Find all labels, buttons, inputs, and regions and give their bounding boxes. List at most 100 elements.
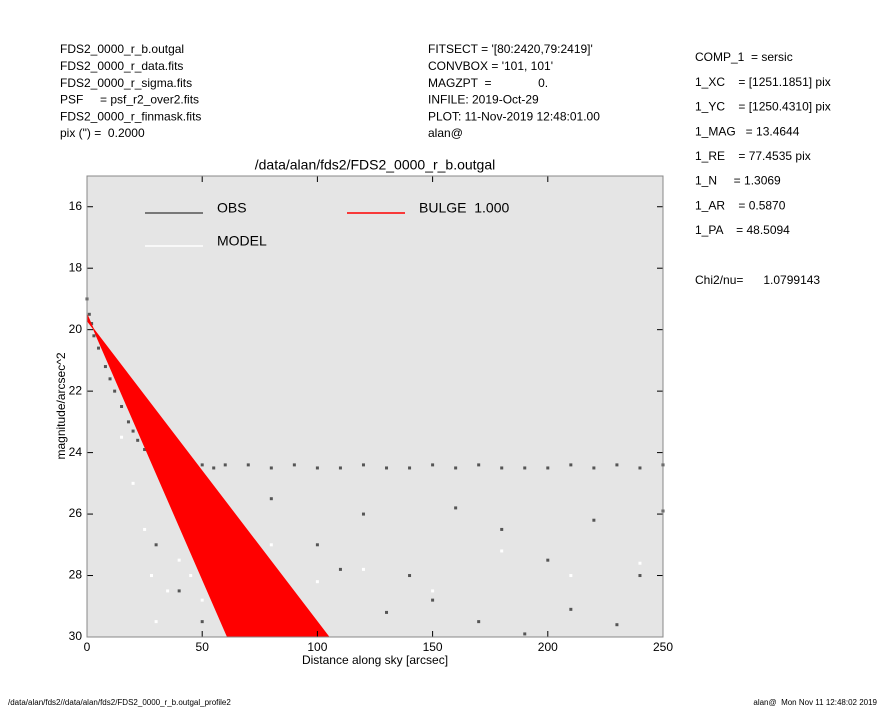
fit-parameter: 1_YC = [1250.4310] pix — [695, 100, 831, 114]
data-point — [569, 607, 573, 611]
data-point — [223, 463, 227, 467]
data-point — [500, 549, 504, 553]
x-tick-label: 250 — [653, 640, 673, 654]
y-tick-label: 18 — [69, 260, 83, 274]
data-point — [143, 527, 147, 531]
y-tick-label: 24 — [69, 445, 83, 459]
data-point — [361, 567, 365, 571]
data-point — [361, 512, 365, 516]
data-point — [592, 466, 596, 470]
data-point — [150, 574, 154, 578]
plot-area — [87, 176, 663, 637]
data-point — [454, 466, 458, 470]
data-point — [269, 543, 273, 547]
legend-label: BULGE 1.000 — [419, 200, 509, 216]
y-tick-label: 22 — [69, 383, 83, 397]
data-point — [315, 466, 319, 470]
data-point — [166, 589, 170, 593]
data-point — [87, 312, 91, 316]
data-point — [523, 632, 527, 636]
header-line: FDS2_0000_r_data.fits — [60, 59, 183, 73]
y-tick-label: 28 — [69, 568, 83, 582]
data-point — [615, 623, 619, 627]
data-point — [385, 610, 389, 614]
fit-parameter: 1_XC = [1251.1851] pix — [695, 75, 831, 89]
fit-parameter: 1_MAG = 13.4644 — [695, 124, 800, 138]
y-tick-label: 20 — [69, 322, 83, 336]
header-line: CONVBOX = '101, 101' — [428, 59, 553, 73]
y-axis-label: magnitude/arcsec^2 — [54, 352, 68, 459]
data-point — [154, 620, 158, 624]
data-point — [431, 598, 435, 602]
data-point — [454, 506, 458, 510]
header-line: pix (") = 0.2000 — [60, 126, 145, 140]
data-point — [200, 463, 204, 467]
y-tick-label: 16 — [69, 199, 83, 213]
y-tick-label: 26 — [69, 506, 83, 520]
data-point — [338, 466, 342, 470]
header-line: PLOT: 11-Nov-2019 12:48:01.00 — [428, 109, 600, 123]
data-point — [315, 580, 319, 584]
data-point — [113, 389, 117, 393]
fit-parameter: COMP_1 = sersic — [695, 50, 793, 64]
data-point — [546, 466, 550, 470]
data-point — [615, 463, 619, 467]
data-point — [143, 448, 147, 452]
data-point — [638, 574, 642, 578]
data-point — [120, 435, 124, 439]
data-point — [638, 561, 642, 565]
data-point — [120, 405, 124, 408]
x-tick-label: 50 — [196, 640, 210, 654]
footer-right: alan@ Mon Nov 11 12:48:02 2019 — [753, 698, 877, 707]
data-point — [154, 543, 158, 547]
data-point — [177, 589, 181, 593]
header-line: FDS2_0000_r_finmask.fits — [60, 109, 201, 123]
data-point — [500, 527, 504, 531]
header-line: MAGZPT = 0. — [428, 76, 548, 90]
header-line: PSF = psf_r2_over2.fits — [60, 93, 199, 107]
data-point — [431, 589, 435, 593]
data-point — [638, 466, 642, 470]
chart-title: /data/alan/fds2/FDS2_0000_r_b.outgal — [255, 157, 496, 173]
data-point — [90, 322, 94, 326]
data-point — [315, 543, 319, 547]
data-point — [97, 346, 101, 350]
data-point — [131, 481, 135, 485]
legend-label: OBS — [217, 200, 247, 216]
data-point — [546, 558, 550, 562]
data-point — [200, 620, 204, 624]
x-tick-label: 100 — [307, 640, 327, 654]
data-point — [92, 334, 96, 338]
data-point — [189, 574, 193, 578]
data-point — [431, 463, 435, 467]
fit-parameter: 1_PA = 48.5094 — [695, 223, 790, 237]
data-point — [269, 466, 273, 470]
data-point — [408, 466, 412, 470]
data-point — [108, 377, 112, 381]
data-point — [246, 463, 250, 467]
data-point — [126, 420, 130, 424]
header-line: FDS2_0000_r_sigma.fits — [60, 76, 192, 90]
data-point — [477, 463, 481, 467]
data-point — [131, 429, 135, 433]
data-point — [136, 438, 140, 442]
fit-parameter: 1_RE = 77.4535 pix — [695, 149, 811, 163]
data-point — [269, 497, 273, 501]
data-point — [103, 365, 107, 369]
x-tick-label: 0 — [84, 640, 91, 654]
data-point — [569, 463, 573, 467]
data-point — [569, 574, 573, 578]
x-tick-label: 150 — [423, 640, 443, 654]
fit-parameter: 1_N = 1.3069 — [695, 174, 781, 188]
header-line: INFILE: 2019-Oct-29 — [428, 93, 539, 107]
chi2: Chi2/nu= 1.0799143 — [695, 273, 820, 287]
data-point — [500, 466, 504, 470]
data-point — [385, 466, 389, 470]
header-line: FITSECT = '[80:2420,79:2419]' — [428, 42, 593, 56]
data-point — [212, 466, 216, 470]
data-point — [523, 466, 527, 470]
data-point — [477, 620, 481, 624]
data-point — [200, 598, 204, 602]
data-point — [292, 463, 296, 467]
